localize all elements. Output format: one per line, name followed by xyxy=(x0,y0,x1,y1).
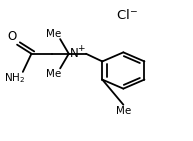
Text: Me: Me xyxy=(46,69,61,79)
Text: +: + xyxy=(77,44,85,53)
Text: N: N xyxy=(70,47,79,60)
Text: Cl$^{-}$: Cl$^{-}$ xyxy=(116,8,138,22)
Text: NH$_2$: NH$_2$ xyxy=(4,71,25,85)
Text: Me: Me xyxy=(116,106,131,116)
Text: O: O xyxy=(8,30,17,43)
Text: Me: Me xyxy=(46,28,61,38)
